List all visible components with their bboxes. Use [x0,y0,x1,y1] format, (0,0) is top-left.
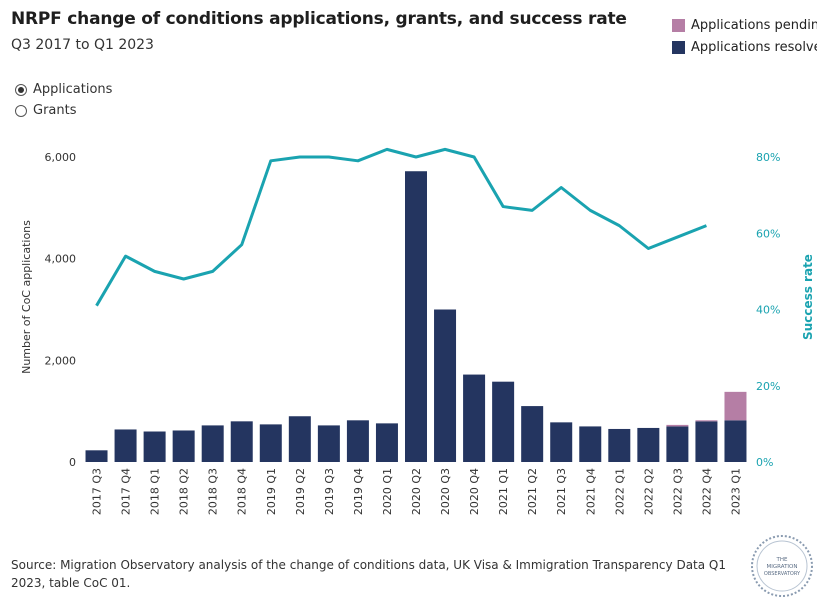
legend-item-pending[interactable]: Applications pending [672,14,817,36]
success-rate-line-group [95,147,707,307]
y2-tick-label: 60% [756,227,780,240]
y-tick-label: 4,000 [45,253,77,266]
bar-resolved[interactable] [143,431,166,463]
x-tick-label: 2022 Q3 [671,468,684,515]
bar-group [85,171,747,463]
bar-resolved[interactable] [521,406,544,462]
x-tick-label: 2017 Q4 [120,468,133,515]
radio-grants-label: Grants [33,103,77,118]
bar-resolved[interactable] [579,426,602,462]
bar-resolved[interactable] [317,425,340,462]
bar-resolved[interactable] [434,309,457,463]
x-tick-label: 2021 Q2 [526,468,539,515]
bar-resolved[interactable] [463,374,486,462]
radio-grants[interactable]: Grants [15,100,112,121]
y2-tick-label: 40% [756,304,780,317]
bar-pending[interactable] [666,424,689,427]
bar-resolved[interactable] [346,420,369,462]
x-axis-ticks: 2017 Q3 2017 Q4 2018 Q1 2018 Q2 2018 Q3 2018 … [91,468,743,515]
bar-resolved[interactable] [550,422,573,462]
x-tick-label: 2019 Q1 [265,468,278,515]
bar-resolved[interactable] [724,420,747,462]
bar-resolved[interactable] [230,421,253,462]
bar-resolved[interactable] [637,427,660,462]
bar-resolved[interactable] [288,416,311,462]
bar-resolved[interactable] [201,425,224,462]
bar-resolved[interactable] [259,424,282,462]
bar-resolved[interactable] [695,421,718,462]
migration-observatory-logo: THE MIGRATION OBSERVATORY [751,535,813,597]
x-tick-label: 2020 Q3 [439,468,452,515]
chart-title: NRPF change of conditions applications, … [11,9,627,29]
bar-pending[interactable] [724,391,747,421]
x-tick-label: 2021 Q1 [497,468,510,515]
bar-resolved[interactable] [114,429,137,462]
x-tick-label: 2018 Q4 [236,468,249,515]
chart-subtitle: Q3 2017 to Q1 2023 [11,37,154,53]
x-tick-label: 2021 Q4 [584,468,597,515]
y-tick-label: 0 [69,456,76,469]
bar-resolved[interactable] [172,430,195,462]
radio-selected-icon[interactable] [15,83,27,96]
x-tick-label: 2020 Q2 [410,468,423,515]
left-axis-ticks: 0 2,000 4,000 6,000 [45,151,77,469]
x-tick-label: 2019 Q4 [352,468,365,515]
x-tick-label: 2018 Q3 [207,468,220,515]
x-tick-label: 2022 Q1 [613,468,626,515]
y-axis-label: Number of CoC applications [20,220,33,374]
radio-applications-label: Applications [33,82,113,97]
x-tick-label: 2018 Q1 [149,468,162,515]
bar-resolved[interactable] [85,450,108,462]
legend-swatch-pending [672,18,685,32]
bar-resolved[interactable] [492,381,515,462]
svg-text:MIGRATION: MIGRATION [767,564,798,570]
right-axis-ticks: 0% 20% 40% 60% 80% [756,151,780,469]
y2-tick-label: 0% [756,456,773,469]
legend-label-resolved: Applications resolved [691,39,817,55]
x-tick-label: 2020 Q4 [468,468,481,515]
bar-resolved[interactable] [405,171,427,462]
y2-tick-label: 80% [756,151,780,164]
svg-text:THE: THE [776,557,788,563]
legend-item-resolved[interactable]: Applications resolved [672,36,817,58]
radio-unselected-icon[interactable] [15,104,27,117]
y2-tick-label: 20% [756,380,780,393]
bar-resolved[interactable] [375,423,398,462]
x-tick-label: 2019 Q2 [294,468,307,515]
x-tick-label: 2018 Q2 [178,468,191,515]
bar-resolved[interactable] [608,428,631,462]
y-tick-label: 2,000 [45,354,77,367]
x-tick-label: 2021 Q3 [555,468,568,515]
svg-text:OBSERVATORY: OBSERVATORY [764,571,801,577]
y-tick-label: 6,000 [45,151,77,164]
y2-axis-label: Success rate [801,254,815,340]
x-tick-label: 2022 Q2 [642,468,655,515]
legend-swatch-resolved [672,40,685,54]
metric-toggle: Applications Grants [15,79,112,121]
x-tick-label: 2022 Q4 [700,468,713,515]
legend: Applications pending Applications resolv… [672,14,817,58]
legend-label-pending: Applications pending [691,17,817,33]
x-tick-label: 2023 Q1 [729,468,742,515]
bar-resolved[interactable] [666,426,689,462]
x-tick-label: 2020 Q1 [381,468,394,515]
success-rate-line[interactable] [95,147,707,307]
x-tick-label: 2017 Q3 [91,468,104,515]
source-note: Source: Migration Observatory analysis o… [11,558,726,590]
x-tick-label: 2019 Q3 [323,468,336,515]
bar-pending[interactable] [695,420,718,422]
radio-applications[interactable]: Applications [15,79,112,100]
